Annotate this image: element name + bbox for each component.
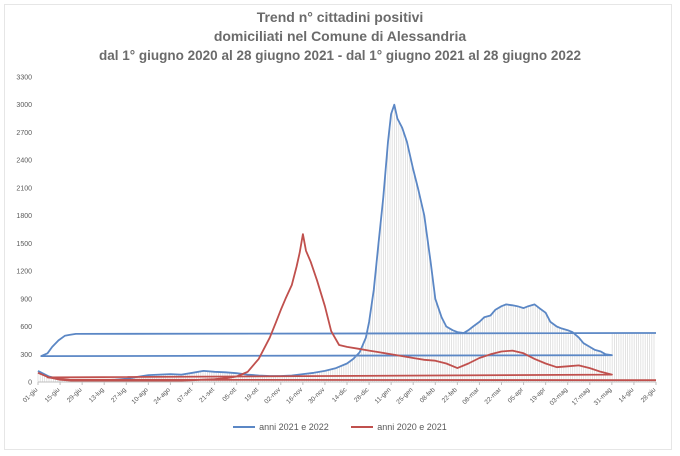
legend: anni 2021 e 2022 anni 2020 e 2021 [0, 421, 680, 432]
title-line-2: domiciliati nel Comune di Alessandria [213, 28, 467, 44]
y-tick-label: 0 [28, 380, 32, 387]
y-tick-label: 1500 [16, 241, 32, 248]
legend-item-1: anni 2021 e 2022 [233, 422, 329, 432]
legend-swatch-blue [233, 426, 256, 429]
x-tick-label: 28-giu [640, 386, 658, 404]
x-tick-label: 22-feb [441, 386, 459, 404]
x-tick-label: 21-set [198, 386, 216, 404]
x-tick-label: 29-giu [66, 386, 84, 404]
x-tick-label: 13-lug [88, 386, 106, 404]
x-tick-label: 02-nov [263, 386, 283, 406]
chart-title: Trend n° cittadini positivi domiciliati … [0, 8, 680, 65]
y-tick-label: 2100 [16, 185, 32, 192]
title-line-1: Trend n° cittadini positivi [256, 9, 424, 25]
y-tick-label: 600 [20, 324, 32, 331]
y-tick-label: 2400 [16, 158, 32, 165]
x-tick-label: 01-giu [22, 386, 40, 404]
x-tick-label: 19-ott [243, 386, 260, 403]
x-tick-label: 03-mag [549, 386, 570, 407]
x-tick-label: 16-nov [285, 386, 305, 406]
daily-bars [37, 105, 655, 382]
x-tick-label: 22-mar [483, 386, 503, 406]
x-tick-label: 14-giu [618, 386, 636, 404]
y-tick-label: 3300 [16, 75, 32, 82]
x-tick-label: 10-ago [131, 386, 151, 406]
line-chart-plot: 0 300 600 900 1200 1500 1800 2100 2400 2700 3000 33… [16, 75, 658, 408]
legend-label-2: anni 2020 e 2021 [377, 421, 447, 432]
x-tick-label: 25-gen [395, 386, 415, 406]
series-line-2020-2021 [37, 233, 657, 383]
y-axis-ticks: 0 300 600 900 1200 1500 1800 2100 2400 2700 3000 33… [16, 75, 32, 387]
legend-label-1: anni 2021 e 2022 [259, 421, 329, 432]
y-tick-label: 900 [20, 296, 32, 303]
x-tick-label: 28-dic [353, 386, 371, 404]
x-tick-label: 07-set [176, 386, 194, 404]
x-tick-label: 27-lug [110, 386, 128, 404]
x-tick-label: 11-gen [374, 386, 393, 405]
x-tick-label: 05-apr [507, 386, 526, 405]
y-tick-label: 1200 [16, 269, 32, 276]
y-tick-label: 2700 [16, 130, 32, 137]
y-tick-label: 300 [20, 352, 32, 359]
x-tick-label: 15-giu [44, 386, 62, 404]
x-tick-label: 19-apr [529, 386, 548, 405]
x-tick-label: 17-mag [571, 386, 592, 407]
x-tick-label: 30-nov [307, 386, 327, 406]
legend-swatch-red [351, 426, 374, 429]
x-tick-label: 24-ago [153, 386, 173, 406]
x-tick-label: 14-dic [331, 386, 349, 404]
x-axis-ticks: 01-giu 15-giu 29-giu 13-lug 27-lug 10-ago 24-a… [22, 382, 658, 407]
x-tick-label: 08-feb [419, 386, 437, 404]
series-lines [37, 103, 657, 383]
legend-item-2: anni 2020 e 2021 [351, 422, 447, 432]
x-tick-label: 05-ott [221, 386, 238, 403]
x-tick-label: 08-mar [461, 386, 481, 406]
title-line-3: dal 1° giugno 2020 al 28 giugno 2021 - d… [99, 48, 581, 63]
x-tick-label: 31-mag [593, 386, 614, 407]
y-tick-label: 3000 [16, 102, 32, 109]
y-tick-label: 1800 [16, 213, 32, 220]
series-line-2021-2022 [37, 103, 657, 382]
